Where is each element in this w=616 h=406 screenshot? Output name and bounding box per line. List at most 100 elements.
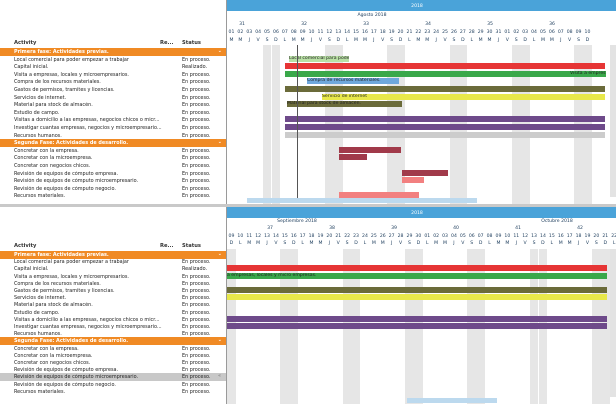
day-number: 07 [557,30,564,35]
horizontal-scrollbar[interactable] [407,398,497,403]
chevron-down-icon[interactable]: ⌄ [217,48,222,54]
bar-revision-empresa[interactable] [402,169,448,176]
col-status[interactable]: Status [182,243,201,249]
task-row[interactable]: Revisión de equipos de cómputo microempr… [0,373,226,381]
day-letter: J [560,38,562,43]
task-row[interactable]: Visitas a domicilio a las empresas, nego… [0,316,226,324]
bar-visita-label[interactable]: Visita a empres [570,70,606,77]
col-status[interactable]: Status [182,40,201,46]
task-row[interactable]: Compra de los recursos materiales. En pro… [0,78,226,86]
task-row[interactable]: Investigar cuantas empresas, negocios y … [0,124,226,132]
task-row[interactable]: Revisión de equipos de cómputo empresa. E… [0,366,226,374]
task-row[interactable]: Gastos de permisos, tramites y licencias… [0,287,226,295]
day-letter: V [443,38,447,43]
day-number: 15 [548,234,555,239]
task-row[interactable]: Material para stock de almacén. En proces… [0,101,226,109]
task-row[interactable]: Concretar con la empresa. En proceso. [0,345,226,353]
day-number: 05 [540,30,546,35]
bar-local[interactable]: Local comercial para poder empezar activ… [289,55,349,62]
task-row[interactable]: Concretar con negocios chicos. En proceso… [0,359,226,367]
week-number: 35 [487,22,493,27]
bar-gastos[interactable] [227,287,607,293]
bar-visitas-domicilio[interactable] [285,116,605,123]
bar-capital[interactable] [285,63,605,70]
task-row[interactable]: Recursos materiales. En proceso. [0,388,226,396]
day-number: 15 [281,234,288,239]
col-activity[interactable]: Activity [14,40,37,46]
bar-revision-micro[interactable] [402,177,424,184]
task-row[interactable]: Recursos humanos. En proceso. [0,330,226,338]
day-letter: V [585,241,590,246]
day-number: 15 [353,30,359,35]
task-row[interactable]: Visita a empresas, locales y microempres… [0,71,226,79]
task-name: Estudio de campo. [14,309,60,316]
task-row[interactable]: Recursos humanos. En proceso. [0,132,226,140]
task-row[interactable]: Concretar con negocios chicos. En proceso… [0,162,226,170]
bar-investigar[interactable] [227,323,607,329]
task-row[interactable]: Revisión de equipos de cómputo negocio. E… [0,381,226,389]
day-letter: M [256,241,261,246]
phase-row[interactable]: Segunda Fase: Actividades de desarrollo.… [0,139,226,147]
bar-material[interactable]: Material para stock de almacén. [287,101,402,108]
day-number: 18 [308,234,315,239]
task-row[interactable]: Revisión de equipos de cómputo microempr… [0,177,226,185]
bar-internet[interactable]: Servicio de internet [322,93,422,100]
phase-row[interactable]: Primera fase: Actividades previas. ⌄ [0,48,226,56]
task-row[interactable]: Capital inicial. Realizado. [0,265,226,273]
day-letter: D [461,38,465,43]
week-number: 33 [363,22,369,27]
task-row[interactable]: Revisión de equipos de cómputo empresa. E… [0,170,226,178]
horizontal-scrollbar[interactable] [247,198,477,203]
bar-recursos-humanos[interactable] [285,131,605,138]
task-name: Primera fase: Actividades previas. [14,252,109,258]
task-row[interactable]: Concretar con la microempresa. En proceso… [0,154,226,162]
bar-visita[interactable]: a empresas, locales y micro empresas. [227,272,607,279]
task-row[interactable]: Local comercial para poder empezar a tra… [0,258,226,266]
phase-row[interactable]: Primera fase: Actividades previas. ⌄ [0,251,226,259]
chevron-down-icon[interactable]: ⌄ [217,139,222,146]
bar-capital[interactable] [227,265,607,272]
task-row[interactable]: Visita a empresas, locales y microempres… [0,273,226,281]
bar-investigar[interactable] [285,124,605,130]
double-arrow-icon[interactable]: « [218,373,222,380]
vertical-scrollbar[interactable] [610,249,616,397]
bar-gastos[interactable] [285,86,605,92]
vertical-scrollbar[interactable] [610,45,616,197]
phase-row[interactable]: Segunda Fase: Actividades de desarrollo.… [0,337,226,345]
task-row[interactable]: Estudio de campo. En proceso. [0,109,226,117]
task-row[interactable]: Revisión de equipos de cómputo negocio. E… [0,185,226,193]
task-row[interactable]: Local comercial para poder empezar a tra… [0,56,226,64]
task-row[interactable]: Visitas a domicilio a las empresas, nego… [0,116,226,124]
bar-internet-ext[interactable] [422,93,605,100]
task-row[interactable]: Investigar cuantas empresas, negocios y … [0,323,226,331]
bar-concretar-empresa[interactable] [339,146,401,153]
day-letter: M [309,241,314,246]
col-activity[interactable]: Activity [14,243,37,249]
task-row[interactable]: Compra de los recursos materiales. En pro… [0,280,226,288]
bar-recursos-materiales[interactable] [339,192,419,199]
task-row[interactable]: Recursos materiales. En proceso. [0,192,226,200]
task-row[interactable]: Capital inicial. Realizado. [0,63,226,71]
bar-internet[interactable] [227,294,607,301]
day-letter: M [425,38,430,43]
day-number: 10 [504,234,511,239]
bar-compra[interactable]: Compra de recursos materiales. [307,78,399,85]
pane-divider[interactable] [0,204,616,207]
day-number: 16 [557,234,564,239]
day-number: 28 [468,30,475,35]
day-letter: L [301,241,304,246]
chevron-down-icon[interactable]: ⌄ [217,251,222,257]
chevron-down-icon[interactable]: ⌄ [217,337,222,344]
task-row[interactable]: Servicios de internet. En proceso. [0,294,226,302]
col-re[interactable]: Re... [160,40,174,46]
bar-visita[interactable] [285,70,605,77]
task-row[interactable]: Material para stock de almacén. En proces… [0,301,226,309]
bar-visitas-domicilio[interactable] [227,315,607,322]
task-row[interactable]: Gastos de permisos, tramites y licencias… [0,86,226,94]
task-row[interactable]: Estudio de campo. En proceso. [0,309,226,317]
task-row[interactable]: Concretar con la empresa. En proceso. [0,147,226,155]
task-row[interactable]: Servicios de internet. En proceso. [0,94,226,102]
bar-concretar-micro[interactable] [339,154,367,161]
col-re[interactable]: Re... [160,243,174,249]
task-row[interactable]: Concretar con la microempresa. En proceso… [0,352,226,360]
